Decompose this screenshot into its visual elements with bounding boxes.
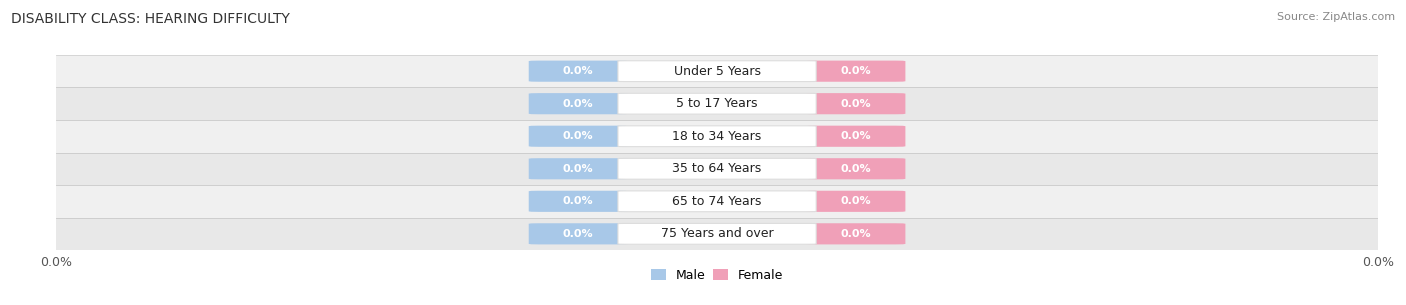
Text: 0.0%: 0.0%	[841, 66, 872, 76]
Text: DISABILITY CLASS: HEARING DIFFICULTY: DISABILITY CLASS: HEARING DIFFICULTY	[11, 12, 290, 26]
FancyBboxPatch shape	[617, 93, 815, 114]
FancyBboxPatch shape	[617, 126, 815, 147]
Text: 75 Years and over: 75 Years and over	[661, 227, 773, 240]
Text: Source: ZipAtlas.com: Source: ZipAtlas.com	[1277, 12, 1395, 22]
Text: 0.0%: 0.0%	[841, 196, 872, 206]
FancyBboxPatch shape	[806, 223, 905, 244]
FancyBboxPatch shape	[529, 93, 628, 114]
Text: 0.0%: 0.0%	[562, 196, 593, 206]
Bar	[56, 88, 1378, 120]
FancyBboxPatch shape	[806, 93, 905, 114]
FancyBboxPatch shape	[806, 158, 905, 179]
Legend: Male, Female: Male, Female	[645, 264, 789, 287]
Text: 0.0%: 0.0%	[841, 99, 872, 109]
Bar	[56, 217, 1378, 250]
Bar	[56, 120, 1378, 152]
Text: 0.0%: 0.0%	[841, 164, 872, 174]
FancyBboxPatch shape	[529, 191, 628, 212]
Text: 65 to 74 Years: 65 to 74 Years	[672, 195, 762, 208]
Text: 0.0%: 0.0%	[562, 164, 593, 174]
FancyBboxPatch shape	[617, 191, 815, 212]
Text: 18 to 34 Years: 18 to 34 Years	[672, 130, 762, 143]
FancyBboxPatch shape	[529, 126, 628, 147]
Text: 35 to 64 Years: 35 to 64 Years	[672, 162, 762, 175]
Text: 0.0%: 0.0%	[562, 99, 593, 109]
FancyBboxPatch shape	[806, 126, 905, 147]
Text: 0.0%: 0.0%	[562, 229, 593, 239]
Text: 0.0%: 0.0%	[562, 66, 593, 76]
Text: 0.0%: 0.0%	[562, 131, 593, 141]
Text: 0.0%: 0.0%	[841, 131, 872, 141]
Text: Under 5 Years: Under 5 Years	[673, 65, 761, 78]
Text: 0.0%: 0.0%	[841, 229, 872, 239]
FancyBboxPatch shape	[617, 158, 815, 179]
Bar	[56, 185, 1378, 217]
FancyBboxPatch shape	[529, 158, 628, 179]
Text: 5 to 17 Years: 5 to 17 Years	[676, 97, 758, 110]
FancyBboxPatch shape	[529, 223, 628, 244]
FancyBboxPatch shape	[617, 224, 815, 244]
Bar	[56, 55, 1378, 88]
FancyBboxPatch shape	[617, 61, 815, 81]
FancyBboxPatch shape	[529, 61, 628, 82]
Bar	[56, 152, 1378, 185]
FancyBboxPatch shape	[806, 191, 905, 212]
FancyBboxPatch shape	[806, 61, 905, 82]
